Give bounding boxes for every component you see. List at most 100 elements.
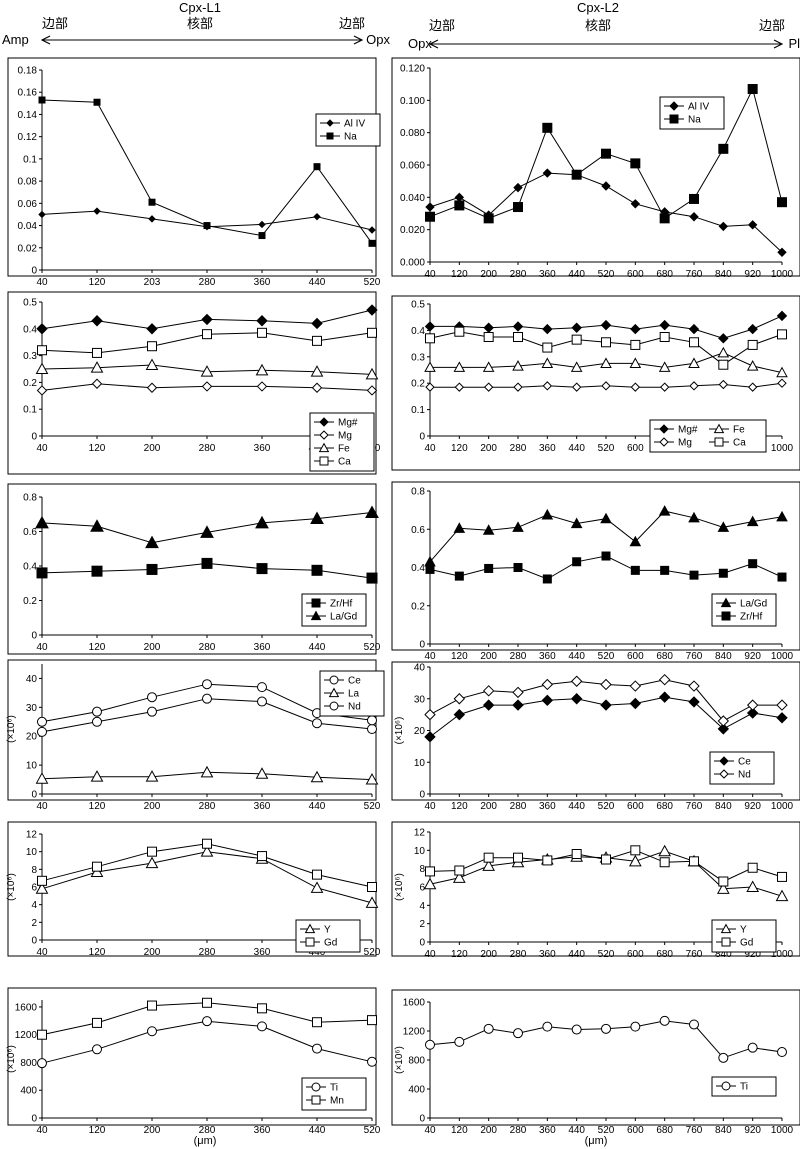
point-Fe bbox=[365, 367, 379, 380]
point-Gd bbox=[777, 871, 787, 882]
point-La/Gd bbox=[717, 521, 730, 532]
legend-label-Fe: Fe bbox=[733, 425, 745, 436]
point-Na bbox=[148, 198, 156, 206]
x-tick-label: 280 bbox=[510, 949, 527, 960]
point-Na bbox=[38, 96, 46, 104]
x-tick-label: 40 bbox=[424, 269, 436, 280]
point-Fe bbox=[600, 357, 612, 368]
y-tick-label: 1200 bbox=[15, 1030, 38, 1041]
point-Zr/Hf bbox=[36, 567, 48, 579]
y-tick-label: 0.14 bbox=[18, 110, 38, 121]
legend: Mg# Mg Fe Ca bbox=[309, 412, 375, 472]
chart-L1-AlNa: 0 0.02 0.04 0.06 0.08 0.1 0.12 0.14 0.16 0.18 40 12… bbox=[7, 57, 381, 288]
point-Nd bbox=[202, 679, 212, 690]
point-Mg# bbox=[201, 313, 213, 326]
x-tick-label: 360 bbox=[539, 1125, 556, 1136]
y-tick-label: 0.16 bbox=[18, 88, 38, 99]
point-La bbox=[365, 773, 379, 785]
legend-box bbox=[315, 113, 381, 147]
y-axis-label: (×10⁶) bbox=[6, 715, 17, 743]
point-Ca bbox=[718, 359, 729, 370]
y-tick-label: 0.060 bbox=[400, 161, 425, 172]
x-tick-label: 360 bbox=[254, 277, 271, 288]
point-La bbox=[90, 770, 104, 782]
legend-label-Gd: Gd bbox=[324, 938, 337, 949]
x-tick-label: 120 bbox=[89, 443, 106, 454]
x-tick-label: 280 bbox=[199, 277, 216, 288]
x-tick-label: 520 bbox=[598, 269, 615, 280]
point-La bbox=[255, 767, 269, 779]
x-tick-label: 1000 bbox=[771, 269, 794, 280]
point-Ce bbox=[424, 731, 436, 743]
legend: Mg# Fe Mg Ca bbox=[649, 419, 767, 453]
legend-marker-La bbox=[328, 687, 340, 698]
point-Mg# bbox=[659, 319, 670, 331]
y-tick-label: 0 bbox=[31, 790, 37, 801]
point-Nd bbox=[482, 685, 495, 697]
x-tick-label: 40 bbox=[424, 801, 436, 812]
legend-label-Ce: Ce bbox=[738, 757, 751, 768]
right-end-label-left: Opx bbox=[408, 36, 432, 51]
point-Ce bbox=[37, 726, 47, 737]
right-column-title: Cpx-L2 bbox=[577, 0, 619, 15]
y-tick-label: 10 bbox=[26, 761, 38, 772]
point-Ca bbox=[454, 326, 465, 337]
point-La/Gd bbox=[90, 519, 104, 532]
y-tick-label: 0.02 bbox=[18, 243, 38, 254]
point-Na bbox=[203, 222, 211, 230]
legend-marker-Al IV bbox=[326, 119, 334, 127]
y-axis-label: (×10⁶) bbox=[394, 873, 405, 901]
point-Al IV bbox=[313, 212, 321, 221]
legend-marker-Fe bbox=[318, 442, 330, 453]
legend-marker-Mn bbox=[311, 1095, 321, 1105]
legend-marker-Zr/Hf bbox=[721, 611, 731, 621]
series-line-Y bbox=[41, 851, 373, 904]
point-Al IV bbox=[368, 226, 376, 234]
x-tick-label: 360 bbox=[539, 651, 556, 662]
chart-L1-major: 00.10.20.30.40.540120200280360440520Mg#M… bbox=[7, 291, 381, 475]
y-tick-label: 0.2 bbox=[23, 596, 37, 607]
x-tick-label: 760 bbox=[686, 269, 703, 280]
point-La/Gd bbox=[629, 535, 642, 547]
legend: Ti Mn bbox=[301, 1077, 367, 1111]
legend-marker-Ca bbox=[714, 437, 724, 447]
point-Na bbox=[425, 211, 435, 222]
point-Nd bbox=[147, 692, 157, 703]
point-Na bbox=[454, 200, 465, 211]
legend-marker-Ti bbox=[721, 1081, 731, 1091]
point-Ce bbox=[312, 718, 322, 729]
point-Y bbox=[452, 871, 466, 883]
point-Gd bbox=[542, 855, 553, 866]
x-tick-label: 440 bbox=[309, 1125, 326, 1136]
y-tick-label: 800 bbox=[20, 1058, 37, 1069]
point-Fe bbox=[453, 361, 466, 372]
point-Gd bbox=[202, 838, 212, 849]
point-Ti bbox=[454, 1036, 465, 1047]
point-Ca bbox=[147, 341, 157, 352]
point-La/Gd bbox=[658, 505, 671, 516]
chart-L1-ratio: 0 0.2 0.4 0.6 0.8 40 120 200 280 360 440 520 Zr/Hf La… bbox=[7, 483, 381, 655]
point-Zr/Hf bbox=[718, 568, 728, 578]
point-Ce bbox=[570, 693, 583, 705]
point-Al IV bbox=[601, 181, 611, 191]
left-end-label-left: Amp bbox=[2, 32, 29, 47]
point-Zr/Hf bbox=[513, 563, 523, 572]
point-Na bbox=[601, 148, 611, 159]
point-La/Gd bbox=[200, 525, 214, 538]
point-Ce bbox=[541, 694, 554, 707]
point-Nd bbox=[629, 680, 642, 692]
legend-marker-Mg# bbox=[659, 424, 669, 434]
x-tick-label: 1000 bbox=[771, 651, 794, 662]
left-column-title: Cpx-L1 bbox=[179, 0, 221, 15]
point-Na bbox=[368, 239, 376, 247]
point-Zr/Hf bbox=[454, 571, 464, 581]
x-tick-label: 440 bbox=[568, 443, 585, 454]
y-tick-label: 12 bbox=[26, 830, 38, 841]
legend-label-Na: Na bbox=[688, 115, 701, 126]
point-Ce bbox=[482, 699, 495, 711]
point-Na bbox=[542, 122, 553, 133]
x-tick-label: 280 bbox=[510, 269, 527, 280]
x-tick-label: 360 bbox=[254, 947, 271, 958]
point-Mg bbox=[777, 378, 787, 388]
x-tick-label: 40 bbox=[36, 277, 48, 288]
